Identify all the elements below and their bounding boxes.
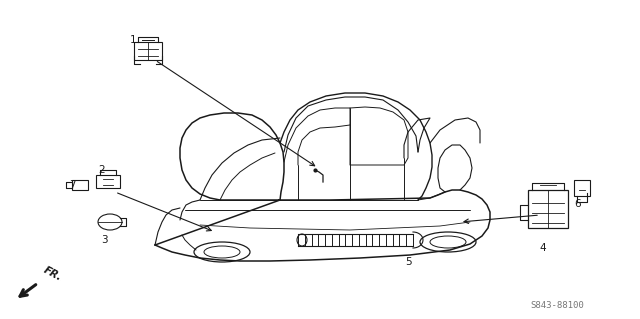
Text: 4: 4 <box>540 243 547 253</box>
Text: FR.: FR. <box>42 265 64 283</box>
Bar <box>72 180 88 190</box>
Text: 2: 2 <box>99 165 106 175</box>
Bar <box>574 180 590 196</box>
Text: 5: 5 <box>404 257 412 267</box>
Text: 7: 7 <box>68 180 76 190</box>
Bar <box>96 175 120 188</box>
Text: 3: 3 <box>100 235 108 245</box>
Text: S843-88100: S843-88100 <box>530 301 584 310</box>
Text: 6: 6 <box>575 199 581 209</box>
Text: 1: 1 <box>130 35 136 45</box>
Bar <box>528 190 568 228</box>
